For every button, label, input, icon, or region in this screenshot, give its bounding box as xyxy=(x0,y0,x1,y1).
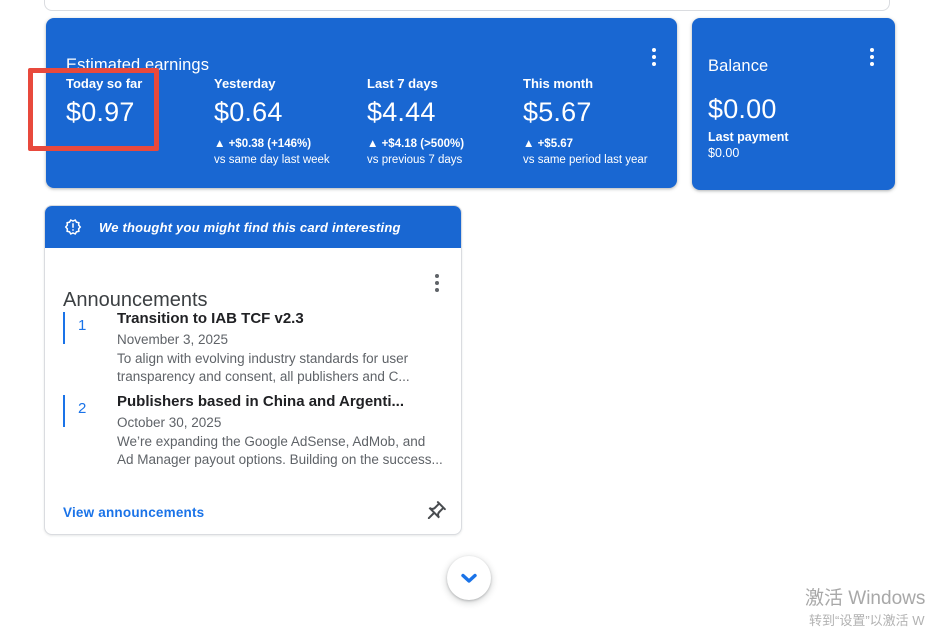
kebab-menu-icon[interactable] xyxy=(648,44,660,70)
kebab-menu-icon[interactable] xyxy=(866,44,878,70)
watermark-line1: 激活 Windows xyxy=(805,588,926,609)
metric-value: $5.67 xyxy=(523,97,592,127)
metric-this-month: This month $5.67 ▲ +$5.67 vs same period… xyxy=(523,76,648,167)
metric-label: Today so far xyxy=(66,76,143,91)
announcement-date: November 3, 2025 xyxy=(117,332,229,347)
metric-delta: ▲ +$4.18 (>500%) xyxy=(367,138,465,150)
metric-compare: vs previous 7 days xyxy=(367,154,463,166)
announcement-title[interactable]: Publishers based in China and Argenti... xyxy=(117,393,404,410)
estimated-earnings-card: Estimated earnings Today so far $0.97 Ye… xyxy=(46,18,677,188)
announcement-title[interactable]: Transition to IAB TCF v2.3 xyxy=(117,310,304,327)
announcement-date: October 30, 2025 xyxy=(117,415,222,430)
watermark-line2: 转到“设置”以激活 W xyxy=(809,613,925,628)
metric-label: Yesterday xyxy=(214,76,276,91)
balance-card-title: Balance xyxy=(708,56,769,75)
banner-text: We thought you might find this card inte… xyxy=(99,219,401,235)
item-marker: 1 xyxy=(63,309,117,386)
announcements-title: Announcements xyxy=(63,289,208,311)
windows-activation-watermark: 激活 Windows 转到“设置”以激活 W xyxy=(805,587,925,629)
metric-delta: ▲ +$5.67 xyxy=(523,138,574,150)
last-payment-label: Last payment xyxy=(708,130,789,144)
metric-delta: ▲ +$0.38 (+146%) xyxy=(214,138,312,150)
balance-card: Balance $0.00 Last payment $0.00 xyxy=(692,18,895,190)
item-number: 2 xyxy=(78,400,87,417)
earnings-card-title: Estimated earnings xyxy=(66,55,210,74)
last-payment-value: $0.00 xyxy=(708,146,740,160)
metric-value: $4.44 xyxy=(367,97,436,127)
metric-label: This month xyxy=(523,76,594,91)
metric-compare: vs same period last year xyxy=(523,154,648,166)
announcement-excerpt: We’re expanding the Google AdSense, AdMo… xyxy=(117,434,443,467)
metric-today-so-far: Today so far $0.97 xyxy=(66,76,142,128)
item-accent-bar xyxy=(63,312,65,344)
view-announcements-link[interactable]: View announcements xyxy=(63,505,205,520)
kebab-menu-icon[interactable] xyxy=(431,270,443,296)
metric-compare: vs same day last week xyxy=(214,154,330,166)
announcements-card: We thought you might find this card inte… xyxy=(44,205,462,535)
push-pin-icon[interactable] xyxy=(423,500,447,524)
metric-label: Last 7 days xyxy=(367,76,438,91)
metric-value: $0.64 xyxy=(214,97,283,127)
item-accent-bar xyxy=(63,395,65,427)
metric-value: $0.97 xyxy=(66,97,135,127)
chevron-down-icon xyxy=(457,566,481,590)
metric-last-7-days: Last 7 days $4.44 ▲ +$4.18 (>500%) vs pr… xyxy=(367,76,464,167)
item-number: 1 xyxy=(78,317,87,334)
top-card-partial xyxy=(44,0,890,11)
item-marker: 2 xyxy=(63,392,117,469)
card-interest-banner: We thought you might find this card inte… xyxy=(45,206,461,248)
new-releases-icon xyxy=(64,218,82,236)
metric-yesterday: Yesterday $0.64 ▲ +$0.38 (+146%) vs same… xyxy=(214,76,330,167)
announcement-excerpt: To align with evolving industry standard… xyxy=(117,351,410,384)
balance-value: $0.00 xyxy=(708,94,777,124)
announcement-item[interactable]: 2 Publishers based in China and Argenti.… xyxy=(63,392,445,469)
expand-more-button[interactable] xyxy=(447,556,491,600)
announcement-item[interactable]: 1 Transition to IAB TCF v2.3 November 3,… xyxy=(63,309,445,386)
